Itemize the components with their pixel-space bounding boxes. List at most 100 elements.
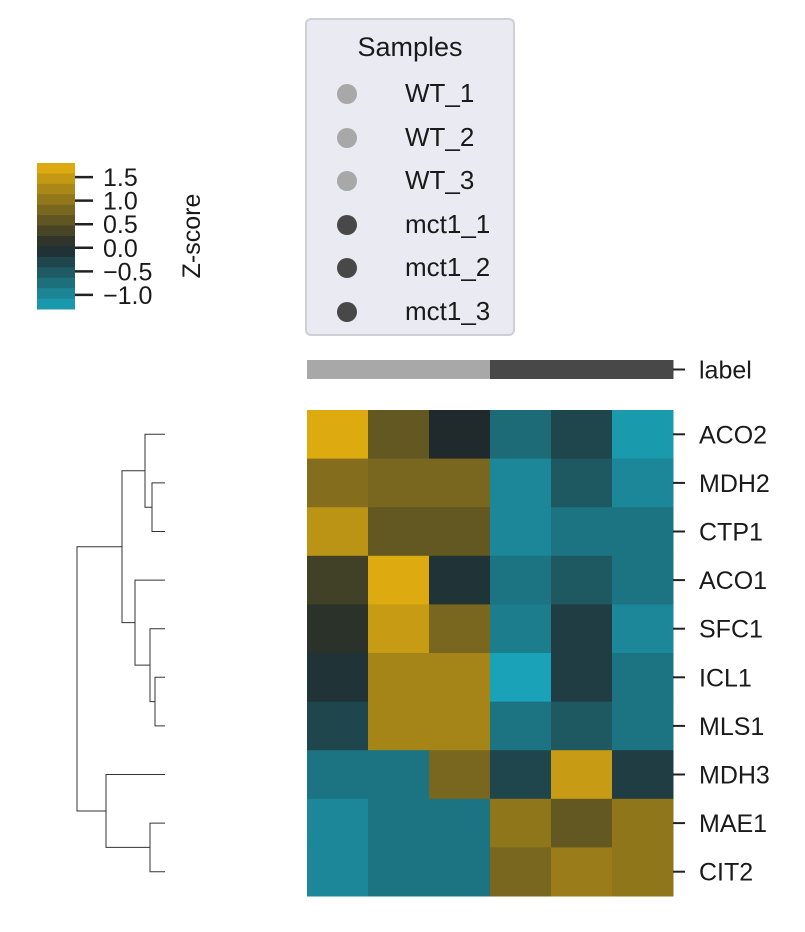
heatmap-cell xyxy=(490,701,552,751)
colorbar-tick-label: −1.0 xyxy=(103,282,152,310)
row-label: MAE1 xyxy=(699,810,767,838)
legend-marker xyxy=(337,84,357,104)
dendrogram-link xyxy=(76,546,122,812)
column-color-cell xyxy=(612,360,674,379)
heatmap-cell xyxy=(612,555,674,605)
heatmap-cell xyxy=(551,750,613,800)
heatmap-cell xyxy=(307,798,369,848)
heatmap-cell xyxy=(551,507,613,557)
heatmap-cell xyxy=(429,604,491,654)
heatmap-cell xyxy=(490,653,552,703)
colorbar-tick-label: 0.0 xyxy=(103,235,138,263)
colorbar-tick-label: −0.5 xyxy=(103,258,152,286)
legend-marker xyxy=(337,214,357,235)
heatmap-cell xyxy=(368,410,430,460)
heatmap-cell xyxy=(368,847,430,897)
colorbar-segment xyxy=(37,204,75,216)
heatmap-cell xyxy=(551,458,613,508)
heatmap-cell xyxy=(612,847,674,897)
heatmap-cell xyxy=(490,798,552,848)
heatmap-cell xyxy=(429,750,491,800)
column-color-cell xyxy=(490,360,552,379)
heatmap-cell xyxy=(368,604,430,654)
heatmap-cell xyxy=(368,701,430,751)
heatmap-cell xyxy=(307,701,369,751)
row-label: CTP1 xyxy=(699,519,763,547)
colorbar-tick-label: 1.5 xyxy=(103,164,138,192)
heatmap-cell xyxy=(551,847,613,897)
legend-label: mct1_1 xyxy=(405,208,491,239)
heatmap-cell xyxy=(551,555,613,605)
heatmap-cell xyxy=(368,798,430,848)
heatmap-cell xyxy=(490,458,552,508)
row-label: ACO1 xyxy=(699,567,767,595)
colorbar-segment xyxy=(37,225,75,237)
legend-label: mct1_3 xyxy=(405,295,491,326)
heatmap-cell xyxy=(612,653,674,703)
column-color-cell xyxy=(551,360,613,379)
legend-marker xyxy=(337,171,357,191)
heatmap-cell xyxy=(612,701,674,751)
heatmap-cell xyxy=(429,507,491,557)
colorbar-segment xyxy=(37,173,75,185)
heatmap-cell xyxy=(307,458,369,508)
row-label: ICL1 xyxy=(699,664,752,692)
dendrogram-link xyxy=(121,470,145,624)
heatmap-cell xyxy=(368,555,430,605)
heatmap-cell xyxy=(490,750,552,800)
heatmap-cell xyxy=(368,653,430,703)
heatmap-cell xyxy=(490,847,552,897)
legend-marker xyxy=(337,301,357,322)
colorbar-label: Z-score xyxy=(178,194,206,279)
heatmap-cell xyxy=(307,653,369,703)
row-label: SFC1 xyxy=(699,616,763,644)
legend-title: Samples xyxy=(357,32,463,62)
colorbar-segment xyxy=(37,277,75,289)
heatmap-cell xyxy=(307,555,369,605)
colorbar-segment xyxy=(37,183,75,195)
colorbar-segment xyxy=(37,246,75,258)
colorbar-segment xyxy=(37,215,75,227)
heatmap-cell xyxy=(307,410,369,460)
dendrogram-link xyxy=(144,433,165,508)
column-color-cell xyxy=(307,360,369,379)
heatmap-cell xyxy=(490,507,552,557)
row-label: ACO2 xyxy=(699,421,767,449)
legend-marker xyxy=(337,127,357,148)
colorbar-segment xyxy=(37,267,75,279)
heatmap-cell xyxy=(368,507,430,557)
heatmap-cell xyxy=(429,701,491,751)
heatmap-cell xyxy=(368,458,430,508)
row-label: CIT2 xyxy=(699,859,753,887)
heatmap-cell xyxy=(612,750,674,800)
heatmap-cell xyxy=(307,750,369,800)
heatmap-cell xyxy=(490,604,552,654)
heatmap-cell xyxy=(429,555,491,605)
legend-label: mct1_2 xyxy=(405,252,491,282)
heatmap-cell xyxy=(368,750,430,800)
heatmap-cell xyxy=(612,458,674,508)
heatmap-cell xyxy=(307,847,369,897)
heatmap-cell xyxy=(429,847,491,897)
colorbar-segment xyxy=(37,298,75,310)
heatmap-cell xyxy=(307,604,369,654)
heatmap-cell xyxy=(551,798,613,848)
heatmap-cell xyxy=(429,653,491,703)
colorbar-segment xyxy=(37,256,75,268)
dendrogram-link xyxy=(154,676,165,727)
row-dendrogram xyxy=(76,433,165,873)
legend-label: WT_3 xyxy=(405,165,475,195)
heatmap-cell xyxy=(612,507,674,557)
heatmap-cell xyxy=(551,410,613,460)
heatmap-cell xyxy=(551,653,613,703)
heatmap-cell xyxy=(307,507,369,557)
dendrogram-link xyxy=(151,482,165,532)
colorbar-segment xyxy=(37,236,75,247)
heatmap-cell xyxy=(490,410,552,460)
row-label: MDH2 xyxy=(699,470,770,498)
heatmap-cell xyxy=(429,410,491,460)
legend-marker xyxy=(337,258,357,278)
row-label: MLS1 xyxy=(699,713,764,741)
column-color-cell xyxy=(429,360,491,379)
